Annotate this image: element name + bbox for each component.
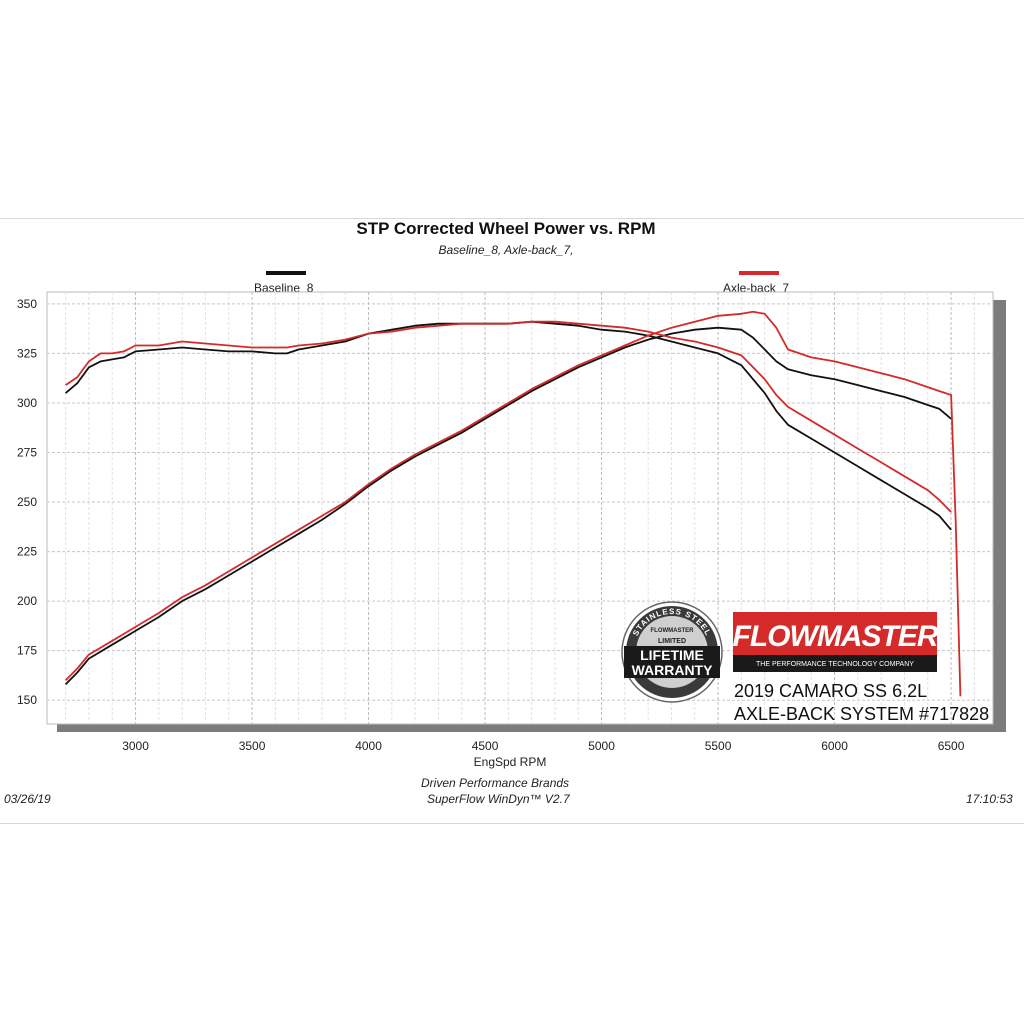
- x-tick-label: 4500: [472, 739, 499, 753]
- baseline-curve-2: [64, 326, 952, 686]
- x-tick-label: 5500: [705, 739, 732, 753]
- y-tick-label: 200: [17, 594, 37, 608]
- product-line2: AXLE-BACK SYSTEM #717828: [734, 704, 989, 724]
- x-tick-label: 3500: [239, 739, 266, 753]
- y-tick-label: 300: [17, 396, 37, 410]
- footer-time: 17:10:53: [966, 792, 1013, 806]
- x-tick-label: 6500: [938, 739, 965, 753]
- badge-limited: LIMITED: [658, 638, 686, 645]
- chart-subtitle: Baseline_8, Axle-back_7,: [438, 243, 574, 257]
- chart-title: STP Corrected Wheel Power vs. RPM: [356, 219, 656, 238]
- y-tick-label: 150: [17, 693, 37, 707]
- y-tick-label: 175: [17, 644, 37, 658]
- logo-tagline-bar: [733, 655, 937, 672]
- logo-wordmark: FLOWMASTER: [733, 620, 939, 653]
- y-tick-label: 275: [17, 446, 37, 460]
- y-tick-label: 325: [17, 346, 37, 360]
- flowmaster-logo: FLOWMASTER THE PERFORMANCE TECHNOLOGY CO…: [733, 612, 940, 672]
- logo-tagline: THE PERFORMANCE TECHNOLOGY COMPANY: [756, 661, 914, 668]
- grid: [47, 292, 993, 724]
- x-tick-label: 6000: [821, 739, 848, 753]
- y-tick-label: 250: [17, 495, 37, 509]
- footer-company: Driven Performance Brands: [421, 776, 570, 790]
- product-line1: 2019 CAMARO SS 6.2L: [734, 681, 927, 701]
- lifetime-warranty-badge: STAINLESS STEEL FLOWMASTER LIMITED LIFET…: [621, 601, 723, 703]
- badge-brand-small: FLOWMASTER: [651, 628, 695, 634]
- badge-ribbon: [624, 646, 720, 678]
- x-axis-label: EngSpd RPM: [474, 755, 547, 769]
- y-tick-label: 350: [17, 297, 37, 311]
- curves: [64, 310, 962, 697]
- y-axis: 150 175 200 225 250 275 300 325 350: [17, 297, 37, 707]
- axleback-curve-1: [65, 320, 952, 513]
- badge-line1: LIFETIME: [640, 647, 704, 663]
- x-tick-label: 5000: [588, 739, 615, 753]
- legend-swatch-baseline: [266, 271, 306, 275]
- badge-line2: WARRANTY: [632, 662, 714, 678]
- x-tick-label: 4000: [355, 739, 382, 753]
- x-tick-label: 3000: [122, 739, 149, 753]
- footer-software: SuperFlow WinDyn™ V2.7: [427, 792, 570, 806]
- legend-swatch-axleback: [739, 271, 779, 275]
- footer-date: 03/26/19: [4, 792, 51, 806]
- x-axis: 3000 3500 4000 4500 5000 5500 6000 6500: [122, 739, 965, 753]
- axleback-curve-2: [64, 310, 962, 697]
- y-tick-label: 225: [17, 545, 37, 559]
